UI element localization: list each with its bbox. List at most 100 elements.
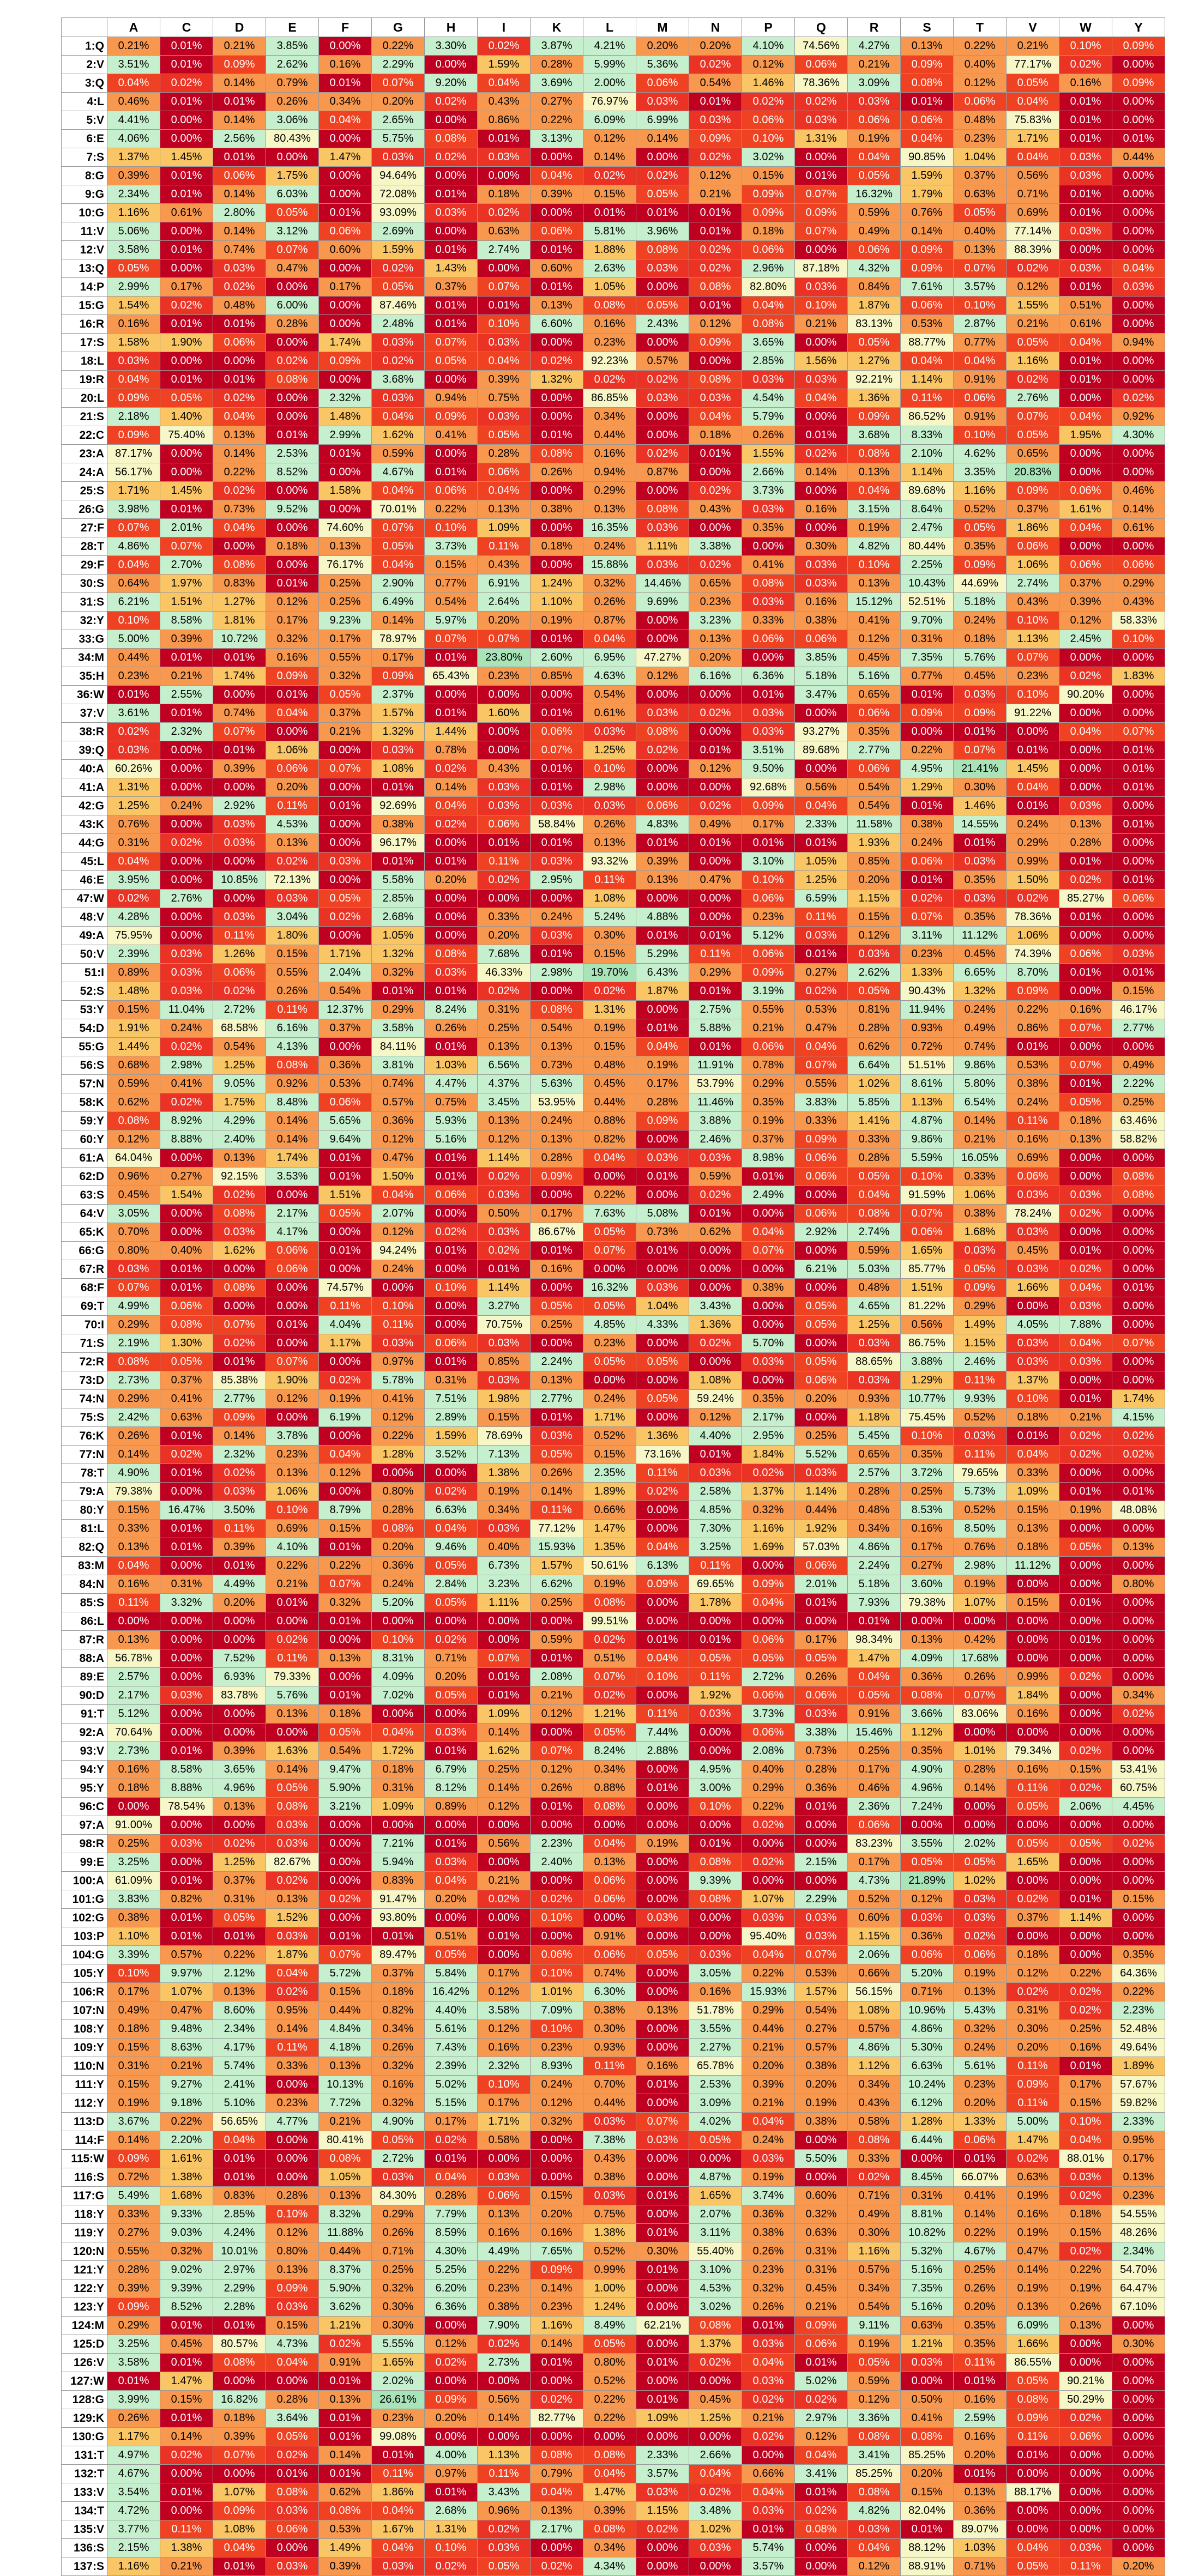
cell-129-K-R: 3.36% bbox=[847, 2409, 901, 2428]
cell-27-F-G: 0.07% bbox=[371, 518, 425, 537]
cell-80-Y-E: 0.10% bbox=[266, 1501, 319, 1520]
row-header-17-S: 17:S bbox=[61, 333, 107, 352]
cell-45-L-N: 0.00% bbox=[689, 852, 742, 871]
cell-20-L-D: 0.02% bbox=[213, 389, 266, 408]
cell-75-S-G: 0.12% bbox=[371, 1408, 425, 1427]
cell-88-A-K: 0.01% bbox=[530, 1649, 583, 1668]
cell-104-G-L: 0.06% bbox=[583, 1945, 636, 1964]
cell-61-A-V: 0.69% bbox=[1006, 1148, 1059, 1168]
cell-43-K-C: 0.00% bbox=[160, 815, 213, 834]
cell-32-Y-W: 0.12% bbox=[1059, 611, 1112, 630]
cell-44-G-F: 0.00% bbox=[318, 833, 372, 852]
cell-40-A-M: 0.00% bbox=[636, 759, 689, 778]
cell-125-D-V: 1.66% bbox=[1006, 2335, 1059, 2354]
cell-82-Q-F: 0.01% bbox=[318, 1538, 372, 1557]
cell-7-S-W: 0.03% bbox=[1059, 148, 1112, 167]
row-header-94-Y: 94:Y bbox=[61, 1760, 107, 1779]
cell-38-R-D: 0.07% bbox=[213, 722, 266, 741]
cell-64-V-N: 0.01% bbox=[689, 1204, 742, 1223]
cell-133-V-H: 0.01% bbox=[424, 2483, 478, 2502]
cell-45-L-H: 0.01% bbox=[424, 852, 478, 871]
cell-131-T-T: 0.20% bbox=[953, 2446, 1007, 2465]
row-header-98-R: 98:R bbox=[61, 1834, 107, 1853]
cell-111-Y-I: 0.10% bbox=[477, 2075, 531, 2094]
cell-28-T-P: 0.00% bbox=[742, 537, 795, 556]
table-row: 134:T 4.72% 0.00% 0.09% 0.03% 0.08% 0.04% 2.68%… bbox=[61, 2501, 1165, 2520]
cell-14-P-V: 0.12% bbox=[1006, 277, 1059, 297]
row-header-44-G: 44:G bbox=[61, 833, 107, 852]
cell-13-Q-M: 0.03% bbox=[636, 259, 689, 278]
cell-1-Q-I: 0.02% bbox=[477, 37, 531, 56]
cell-99-E-Y: 0.00% bbox=[1112, 1853, 1165, 1872]
cell-102-G-M: 0.03% bbox=[636, 1908, 689, 1927]
cell-44-G-T: 0.01% bbox=[953, 833, 1007, 852]
cell-13-Q-R: 4.32% bbox=[847, 259, 901, 278]
cell-5-V-A: 4.41% bbox=[107, 111, 160, 130]
cell-91-T-F: 0.18% bbox=[318, 1704, 372, 1724]
cell-49-A-W: 0.00% bbox=[1059, 926, 1112, 945]
cell-119-Y-Y: 48.26% bbox=[1112, 2223, 1165, 2242]
cell-7-S-N: 0.02% bbox=[689, 148, 742, 167]
cell-134-T-E: 0.03% bbox=[266, 2501, 319, 2520]
cell-19-R-G: 3.68% bbox=[371, 370, 425, 389]
cell-67-R-I: 0.01% bbox=[477, 1260, 531, 1279]
cell-67-R-Y: 0.00% bbox=[1112, 1260, 1165, 1279]
cell-20-L-S: 0.11% bbox=[900, 389, 954, 408]
row-header-99-E: 99:E bbox=[61, 1853, 107, 1872]
cell-134-T-I: 0.96% bbox=[477, 2501, 531, 2520]
cell-123-Y-D: 2.28% bbox=[213, 2297, 266, 2317]
cell-113-D-L: 0.03% bbox=[583, 2112, 636, 2131]
cell-64-V-A: 3.05% bbox=[107, 1204, 160, 1223]
cell-104-G-K: 0.06% bbox=[530, 1945, 583, 1964]
cell-129-K-S: 0.41% bbox=[900, 2409, 954, 2428]
cell-122-Y-T: 0.26% bbox=[953, 2279, 1007, 2298]
table-row: 93:V 2.73% 0.01% 0.39% 1.63% 0.54% 1.72% 0.01% 1… bbox=[61, 1741, 1165, 1761]
cell-10-G-P: 0.09% bbox=[742, 203, 795, 222]
cell-125-D-T: 0.35% bbox=[953, 2335, 1007, 2354]
cell-136-S-T: 1.03% bbox=[953, 2538, 1007, 2557]
cell-36-W-K: 0.00% bbox=[530, 685, 583, 704]
cell-96-C-W: 2.06% bbox=[1059, 1797, 1112, 1816]
cell-23-A-E: 2.53% bbox=[266, 444, 319, 463]
cell-130-G-S: 0.08% bbox=[900, 2427, 954, 2446]
table-row: 59:Y 0.08% 8.92% 4.29% 0.14% 5.65% 0.36% 5.93% 0… bbox=[61, 1111, 1165, 1130]
cell-42-G-F: 0.01% bbox=[318, 796, 372, 815]
cell-74-N-P: 0.35% bbox=[742, 1389, 795, 1408]
cell-54-D-Q: 0.47% bbox=[794, 1019, 848, 1038]
table-row: 33:G 5.00% 0.39% 10.72% 0.32% 0.17% 78.97% 0.07… bbox=[61, 630, 1165, 649]
cell-12-V-T: 0.13% bbox=[953, 240, 1007, 259]
cell-30-S-M: 14.46% bbox=[636, 574, 689, 593]
cell-15-G-G: 87.46% bbox=[371, 296, 425, 315]
cell-116-S-A: 0.72% bbox=[107, 2168, 160, 2187]
row-header-76-K: 76:K bbox=[61, 1426, 107, 1446]
table-row: 46:E 3.95% 0.00% 10.85% 72.13% 0.00% 5.58% 0.20… bbox=[61, 870, 1165, 890]
cell-39-Q-A: 0.03% bbox=[107, 741, 160, 760]
cell-101-G-P: 1.07% bbox=[742, 1890, 795, 1909]
cell-135-V-D: 1.08% bbox=[213, 2520, 266, 2539]
cell-91-T-S: 3.66% bbox=[900, 1704, 954, 1724]
cell-22-C-D: 0.13% bbox=[213, 426, 266, 445]
cell-122-Y-L: 1.00% bbox=[583, 2279, 636, 2298]
cell-24-A-F: 0.00% bbox=[318, 463, 372, 482]
cell-99-E-N: 0.08% bbox=[689, 1853, 742, 1872]
cell-78-T-G: 0.00% bbox=[371, 1464, 425, 1483]
cell-56-S-Q: 0.07% bbox=[794, 1056, 848, 1075]
cell-130-G-G: 99.08% bbox=[371, 2427, 425, 2446]
cell-132-T-Y: 0.00% bbox=[1112, 2464, 1165, 2483]
cell-42-G-M: 0.06% bbox=[636, 796, 689, 815]
cell-45-L-P: 3.10% bbox=[742, 852, 795, 871]
cell-28-T-H: 3.73% bbox=[424, 537, 478, 556]
cell-12-V-Y: 0.00% bbox=[1112, 240, 1165, 259]
cell-11-V-S: 0.14% bbox=[900, 222, 954, 241]
table-row: 32:Y 0.10% 8.58% 1.81% 0.17% 9.23% 0.14% 5.97% 0… bbox=[61, 611, 1165, 630]
cell-89-E-A: 2.57% bbox=[107, 1667, 160, 1686]
cell-44-G-I: 0.01% bbox=[477, 833, 531, 852]
cell-48-V-I: 0.33% bbox=[477, 908, 531, 927]
cell-59-Y-R: 1.41% bbox=[847, 1111, 901, 1130]
column-header-Q: Q bbox=[794, 17, 848, 37]
table-row: 99:E 3.25% 0.00% 1.25% 82.67% 0.00% 5.94% 0.03%… bbox=[61, 1853, 1165, 1872]
cell-115-W-S: 0.00% bbox=[900, 2149, 954, 2168]
cell-49-A-K: 0.03% bbox=[530, 926, 583, 945]
cell-51-I-K: 2.98% bbox=[530, 963, 583, 982]
cell-100-A-Y: 0.00% bbox=[1112, 1871, 1165, 1890]
